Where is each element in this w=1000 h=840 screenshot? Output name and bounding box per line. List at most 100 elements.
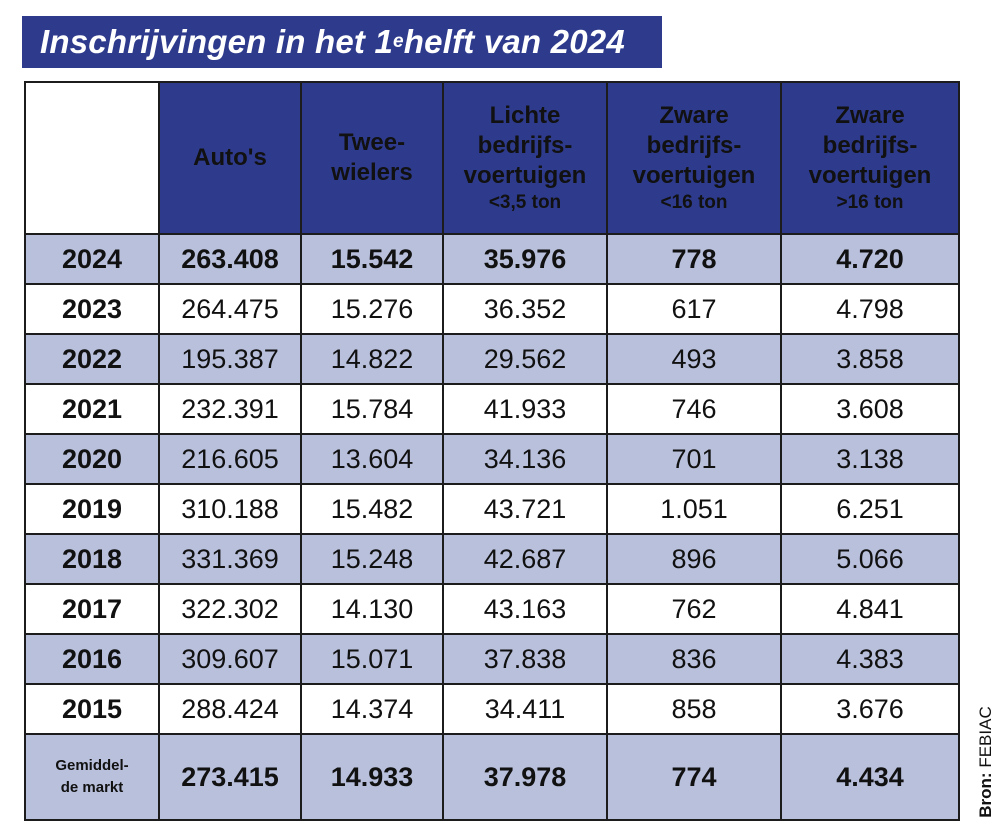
column-header-line: bedrijfs- bbox=[477, 132, 573, 160]
table-body: 2024 263.408 15.542 35.976 778 4.720 2023 264.4… bbox=[24, 233, 960, 821]
column-header-line: bedrijfs- bbox=[646, 132, 742, 160]
table-cell: 746 bbox=[606, 383, 782, 435]
table-cell: 13.604 bbox=[300, 433, 444, 485]
table-cell: 15.276 bbox=[300, 283, 444, 335]
table-cell: 762 bbox=[606, 583, 782, 635]
table-cell: 263.408 bbox=[158, 233, 302, 285]
table-cell: 195.387 bbox=[158, 333, 302, 385]
table-row: 2021 232.391 15.784 41.933 746 3.608 bbox=[24, 383, 960, 435]
table-row: 2019 310.188 15.482 43.721 1.051 6.251 bbox=[24, 483, 960, 535]
table-cell: 43.721 bbox=[442, 483, 608, 535]
table-cell: 15.482 bbox=[300, 483, 444, 535]
table-cell: 1.051 bbox=[606, 483, 782, 535]
table-cell: 309.607 bbox=[158, 633, 302, 685]
row-year-label: 2018 bbox=[24, 533, 160, 585]
table-cell: 43.163 bbox=[442, 583, 608, 635]
table-cell: 331.369 bbox=[158, 533, 302, 585]
title-prefix: Inschrijvingen in het 1 bbox=[40, 23, 394, 60]
row-year-label: 2022 bbox=[24, 333, 160, 385]
table-cell: 29.562 bbox=[442, 333, 608, 385]
average-row-label: Gemiddel-de markt bbox=[24, 733, 160, 821]
column-header-line: Zware bbox=[659, 102, 729, 130]
table-cell: 3.858 bbox=[780, 333, 960, 385]
table-cell: 4.720 bbox=[780, 233, 960, 285]
table-cell: 836 bbox=[606, 633, 782, 685]
table-cell: 6.251 bbox=[780, 483, 960, 535]
row-year-label: 2023 bbox=[24, 283, 160, 335]
column-header-unit: <16 ton bbox=[660, 192, 728, 214]
average-label-line: Gemiddel- bbox=[55, 757, 129, 775]
table-cell: 36.352 bbox=[442, 283, 608, 335]
average-row: Gemiddel-de markt 273.415 14.933 37.978 774 4… bbox=[24, 733, 960, 821]
table-row: 2023 264.475 15.276 36.352 617 4.798 bbox=[24, 283, 960, 335]
table-cell: 3.608 bbox=[780, 383, 960, 435]
average-cell: 14.933 bbox=[300, 733, 444, 821]
column-header-line: Lichte bbox=[489, 102, 561, 130]
table-cell: 14.822 bbox=[300, 333, 444, 385]
row-year-label: 2019 bbox=[24, 483, 160, 535]
table-cell: 493 bbox=[606, 333, 782, 385]
table-cell: 264.475 bbox=[158, 283, 302, 335]
table-cell: 4.383 bbox=[780, 633, 960, 685]
column-header-line: wielers bbox=[331, 159, 413, 186]
row-year-label: 2024 bbox=[24, 233, 160, 285]
table-cell: 14.374 bbox=[300, 683, 444, 735]
column-header-unit: <3,5 ton bbox=[488, 192, 562, 214]
average-cell: 774 bbox=[606, 733, 782, 821]
row-year-label: 2021 bbox=[24, 383, 160, 435]
table-cell: 42.687 bbox=[442, 533, 608, 585]
table-cell: 15.071 bbox=[300, 633, 444, 685]
row-year-label: 2020 bbox=[24, 433, 160, 485]
table-row: 2016 309.607 15.071 37.838 836 4.383 bbox=[24, 633, 960, 685]
column-header-2: Twee-wielers bbox=[300, 81, 444, 235]
table-cell: 34.136 bbox=[442, 433, 608, 485]
table-cell: 310.188 bbox=[158, 483, 302, 535]
column-header-line: voertuigen bbox=[808, 162, 932, 190]
row-year-label: 2016 bbox=[24, 633, 160, 685]
row-year-label: 2015 bbox=[24, 683, 160, 735]
table-cell: 3.676 bbox=[780, 683, 960, 735]
average-label-line: de markt bbox=[60, 779, 124, 796]
table-cell: 15.784 bbox=[300, 383, 444, 435]
average-cell: 273.415 bbox=[158, 733, 302, 821]
row-year-label: 2017 bbox=[24, 583, 160, 635]
table-cell: 35.976 bbox=[442, 233, 608, 285]
column-header-line: voertuigen bbox=[463, 162, 587, 190]
column-header-line: voertuigen bbox=[632, 162, 756, 190]
column-header-5: Zware bedrijfs-voertuigen >16 ton bbox=[780, 81, 960, 235]
table-cell: 232.391 bbox=[158, 383, 302, 435]
column-header-4: Zware bedrijfs-voertuigen <16 ton bbox=[606, 81, 782, 235]
table-cell: 15.542 bbox=[300, 233, 444, 285]
source-credit: Bron: FEBIAC bbox=[976, 706, 996, 817]
table-cell: 701 bbox=[606, 433, 782, 485]
table-cell: 4.841 bbox=[780, 583, 960, 635]
column-header-unit: >16 ton bbox=[836, 192, 904, 214]
source-label: Bron: bbox=[976, 772, 995, 818]
table-cell: 5.066 bbox=[780, 533, 960, 585]
average-cell: 37.978 bbox=[442, 733, 608, 821]
table-cell: 14.130 bbox=[300, 583, 444, 635]
table-cell: 858 bbox=[606, 683, 782, 735]
table-cell: 288.424 bbox=[158, 683, 302, 735]
header-row: Auto's Twee-wielers Lichte bedrijfs-voertui… bbox=[24, 81, 960, 235]
column-header-line: Auto's bbox=[193, 144, 267, 171]
column-header-line: Zware bbox=[835, 102, 905, 130]
title-suffix: helft van 2024 bbox=[403, 23, 625, 60]
table-row: 2018 331.369 15.248 42.687 896 5.066 bbox=[24, 533, 960, 585]
table-cell: 4.798 bbox=[780, 283, 960, 335]
table-row: 2024 263.408 15.542 35.976 778 4.720 bbox=[24, 233, 960, 285]
table-cell: 37.838 bbox=[442, 633, 608, 685]
column-header-1: Auto's bbox=[158, 81, 302, 235]
table-row: 2017 322.302 14.130 43.163 762 4.841 bbox=[24, 583, 960, 635]
average-cell: 4.434 bbox=[780, 733, 960, 821]
table-row: 2022 195.387 14.822 29.562 493 3.858 bbox=[24, 333, 960, 385]
table-cell: 617 bbox=[606, 283, 782, 335]
corner-cell bbox=[24, 81, 160, 235]
table-cell: 41.933 bbox=[442, 383, 608, 435]
table-cell: 34.411 bbox=[442, 683, 608, 735]
column-header-3: Lichte bedrijfs-voertuigen <3,5 ton bbox=[442, 81, 608, 235]
column-header-line: bedrijfs- bbox=[822, 132, 918, 160]
table-cell: 896 bbox=[606, 533, 782, 585]
table-cell: 778 bbox=[606, 233, 782, 285]
